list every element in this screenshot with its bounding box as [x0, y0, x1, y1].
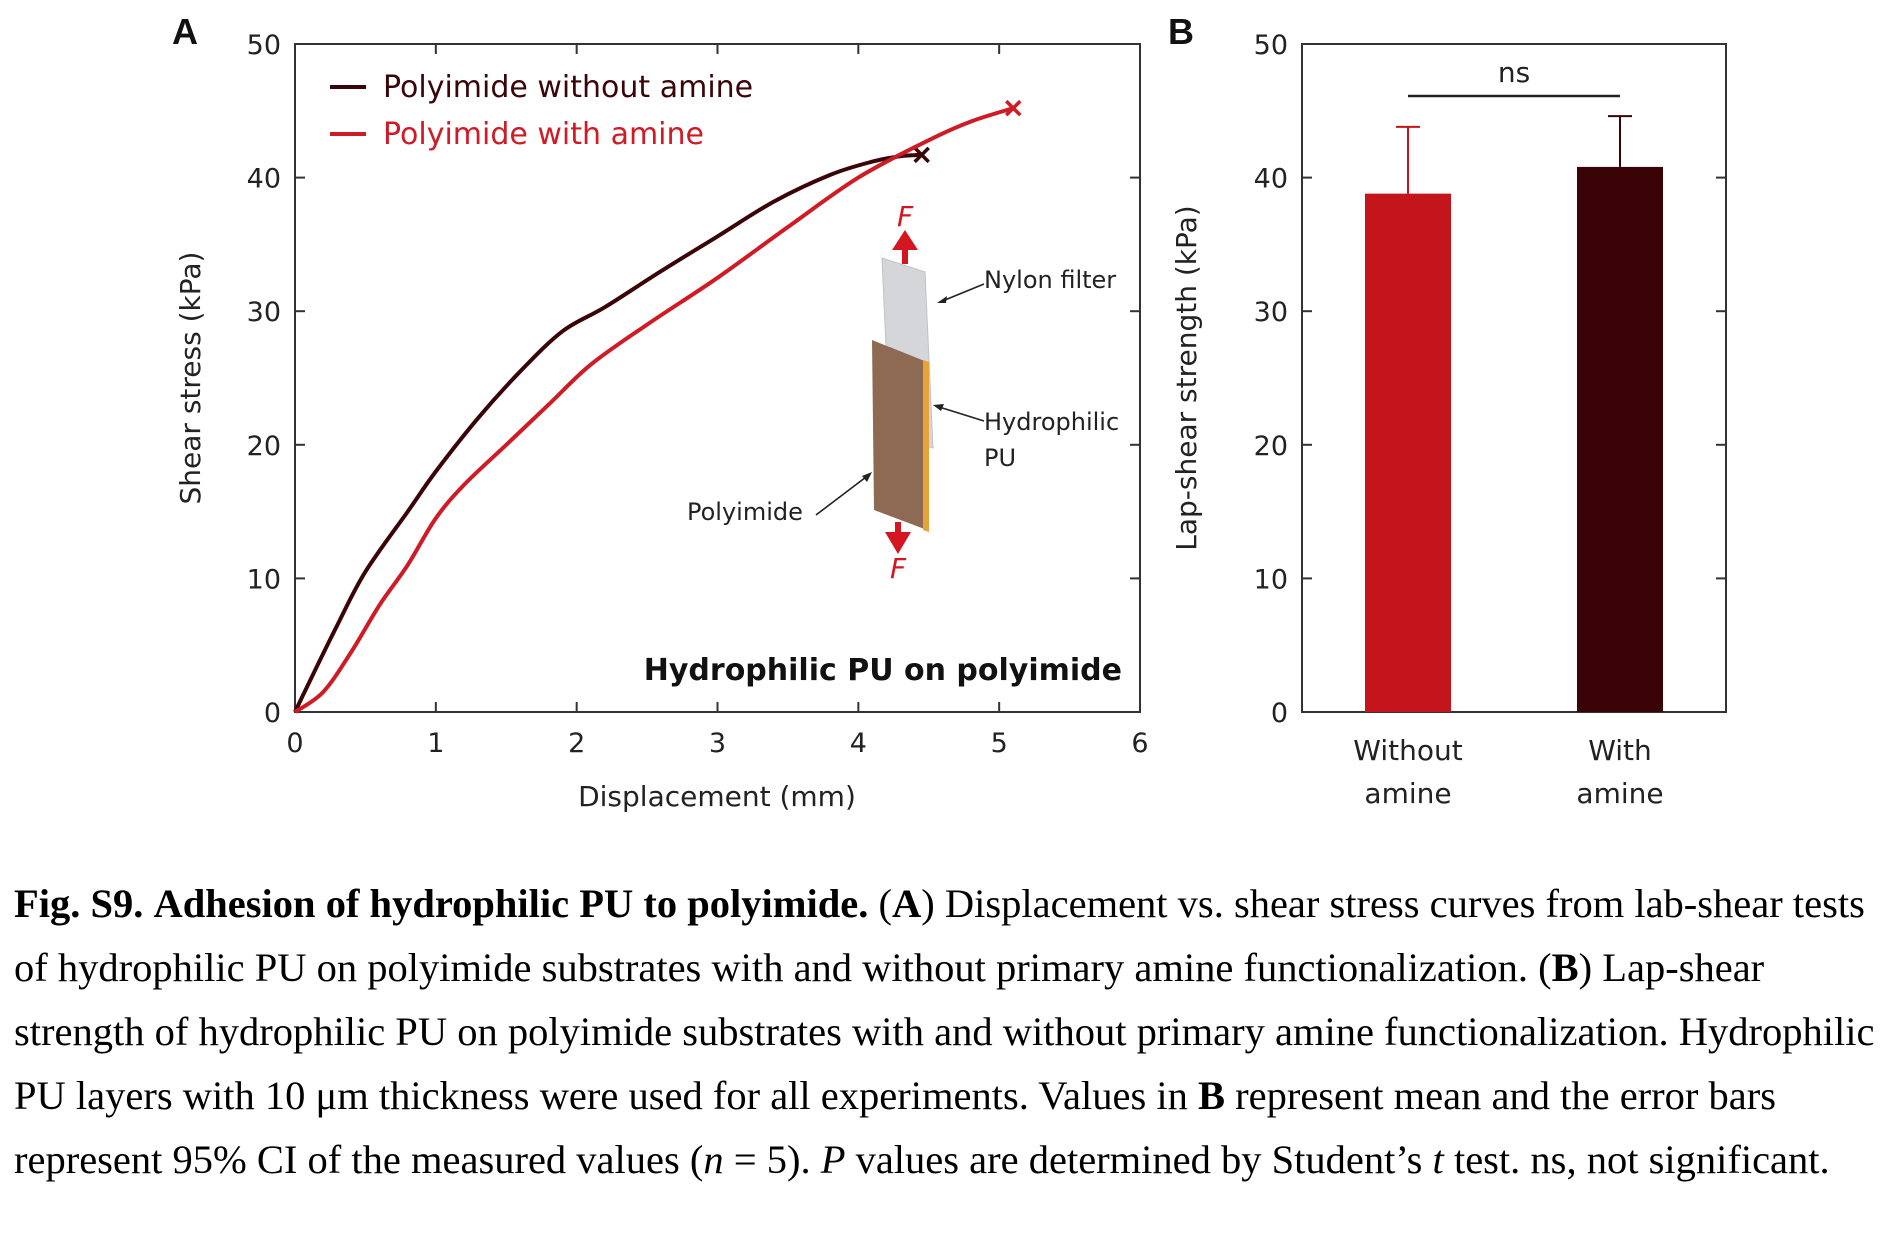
- inset-schematic: F F Nylon filter Hydrophilic PU Polyimid…: [687, 200, 1119, 585]
- panel-a-letter: A: [172, 11, 198, 52]
- polyimide-label: Polyimide: [687, 498, 803, 526]
- panel-b-y-axis-title: Lap-shear strength (kPa): [1170, 205, 1203, 550]
- panel-b-ytick-label: 50: [1254, 30, 1288, 61]
- panel-a-ytick-label: 20: [247, 431, 281, 462]
- end-marker-stroke: [913, 146, 930, 164]
- force-arrow-up-icon: [892, 230, 918, 264]
- force-label-bottom: F: [890, 552, 907, 585]
- panel-b-x-axis: Without amine With amine: [1353, 734, 1663, 810]
- caption-b-text: Lap-shear strength of hydrophilic PU on …: [14, 945, 1875, 1118]
- panel-a-xtick-label: 0: [286, 728, 303, 759]
- panel-b-category-label: Without: [1353, 734, 1462, 767]
- hydrophilic-pu-label-line1: Hydrophilic: [984, 408, 1119, 436]
- caption-b-letter: B: [1551, 945, 1579, 990]
- panel-a-xtick-label: 6: [1131, 728, 1148, 759]
- panel-a-series-group: [293, 99, 1022, 714]
- caption-n-eq: = 5).: [733, 1137, 811, 1182]
- panel-a-ytick-label: 40: [247, 164, 281, 195]
- panel-a-xtick-label: 3: [709, 728, 726, 759]
- hydrophilic-pu-label-line2: PU: [984, 444, 1016, 472]
- caption-fig-title: Adhesion of hydrophilic PU to polyimide.: [153, 881, 869, 926]
- panel-b-ytick-label: 30: [1254, 297, 1288, 328]
- panel-a-xtick-label: 2: [568, 728, 585, 759]
- caption-b-close: ): [1578, 945, 1593, 990]
- caption-fig-label: Fig. S9.: [14, 881, 144, 926]
- nylon-leader-arrowhead-icon: [937, 296, 947, 303]
- legend-label-without-amine: Polyimide without amine: [383, 70, 753, 105]
- panel-b-category-label: amine: [1364, 777, 1451, 810]
- series-line-polyimide-without-amine: [293, 152, 922, 713]
- panel-b-category-label: amine: [1576, 777, 1663, 810]
- caption-n-var: n: [703, 1137, 724, 1182]
- panel-b-letter: B: [1168, 11, 1194, 52]
- panel-b-ytick-label: 20: [1254, 431, 1288, 462]
- panel-a-ytick-label: 30: [247, 297, 281, 328]
- caption-p-var: P: [820, 1137, 846, 1182]
- panel-a-y-axis: 0 10 20 30 40 50: [247, 30, 1140, 729]
- end-marker-polyimide-with-amine: [1005, 99, 1022, 117]
- panel-b-bar-chart: 0 10 20 30 40 50 Lap-shear strength (kPa) Wit…: [1170, 30, 1727, 810]
- panel-b-y-axis: 0 10 20 30 40 50: [1254, 30, 1726, 729]
- panel-b-ytick-label: 40: [1254, 164, 1288, 195]
- panel-a-ytick-label: 0: [264, 698, 281, 729]
- panel-a-line-chart: 0 10 20 30 40 50 0 1 2 3 4 5 6 Shear stress (kPa) D…: [174, 30, 1149, 813]
- panel-b-category-label: With: [1588, 734, 1652, 767]
- polyimide-strip: [872, 340, 927, 530]
- pu-label-leader: [935, 405, 985, 422]
- caption-a-open: (: [878, 881, 893, 926]
- caption-a-letter: A: [892, 881, 922, 926]
- legend-label-with-amine: Polyimide with amine: [383, 117, 704, 152]
- end-marker-polyimide-without-amine: [913, 146, 930, 164]
- panel-a-ytick-label: 50: [247, 30, 281, 61]
- panel-a-ytick-label: 10: [247, 564, 281, 595]
- hydrophilic-pu-layer: [923, 360, 929, 532]
- caption-a-text: Displacement vs. shear stress curves fro…: [14, 881, 1865, 990]
- bar-without-amine: [1365, 193, 1451, 712]
- panel-a-annotation: Hydrophilic PU on polyimide: [644, 653, 1122, 688]
- panel-b-plot-frame: [1301, 43, 1727, 713]
- force-label-top: F: [897, 200, 914, 233]
- caption-b-text2: represent mean and the error bars repres…: [14, 1073, 1776, 1182]
- force-arrow-down-icon: [885, 522, 911, 554]
- nylon-filter-label: Nylon filter: [984, 266, 1116, 294]
- bar-with-amine: [1577, 166, 1663, 713]
- panel-b-ytick-label: 0: [1271, 698, 1288, 729]
- caption-t-var: t: [1432, 1137, 1444, 1182]
- end-marker-stroke: [1005, 99, 1022, 117]
- polyimide-label-leader: [815, 473, 871, 516]
- caption-b-ref: B: [1197, 1073, 1225, 1118]
- panel-b-bars: [1365, 115, 1663, 713]
- caption-p-text: values are determined by Student’s: [855, 1137, 1423, 1182]
- series-line-polyimide-with-amine: [293, 106, 1014, 714]
- figure-caption: Fig. S9. Adhesion of hydrophilic PU to p…: [14, 872, 1876, 1192]
- caption-a-close: ): [921, 881, 935, 926]
- panel-a-legend: Polyimide without amine Polyimide with a…: [330, 70, 753, 152]
- pu-leader-arrowhead-icon: [933, 404, 944, 411]
- caption-t-text: test. ns, not significant.: [1453, 1137, 1830, 1182]
- nylon-label-leader: [939, 283, 985, 303]
- caption-b-open: (: [1538, 945, 1552, 990]
- panel-b-ytick-label: 10: [1254, 564, 1288, 595]
- figure: A 0 10 20 30 40 50 0 1 2 3 4 5 6 Shear stress (kPa)…: [172, 11, 1727, 813]
- panel-a-x-axis: 0 1 2 3 4 5 6: [286, 44, 1149, 759]
- polyimide-leader-arrowhead-icon: [862, 472, 872, 482]
- panel-a-xtick-label: 5: [991, 728, 1008, 759]
- panel-a-xtick-label: 1: [427, 728, 444, 759]
- panel-a-y-axis-title: Shear stress (kPa): [174, 252, 207, 505]
- panel-a-x-axis-title: Displacement (mm): [578, 780, 856, 813]
- panel-a-xtick-label: 4: [850, 728, 867, 759]
- significance-label: ns: [1498, 56, 1530, 89]
